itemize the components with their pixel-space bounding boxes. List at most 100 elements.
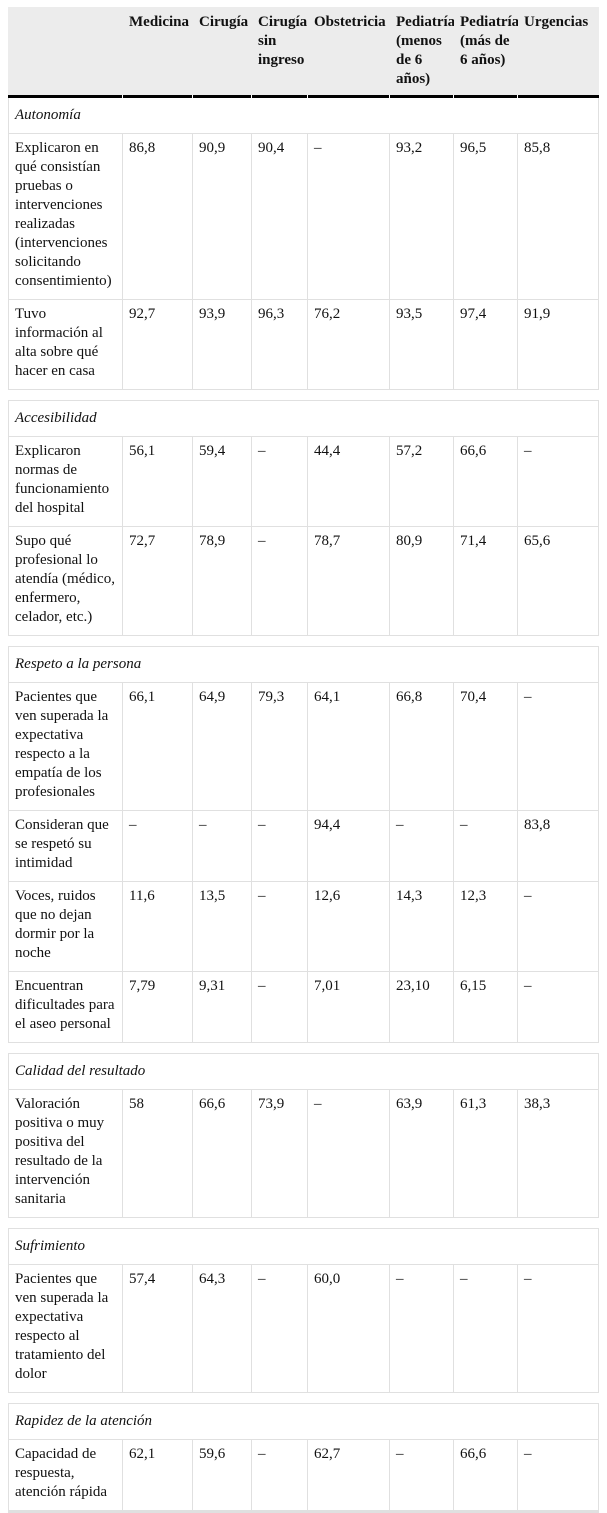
table-row: Voces, ruidos que no dejan dormir por la… [8, 882, 599, 972]
value-cell-urgencias: – [518, 683, 599, 811]
row-label: Capacidad de respuesta, atención rápida [8, 1440, 123, 1513]
value-cell-urgencias: 83,8 [518, 811, 599, 882]
section-title: Calidad del resultado [8, 1054, 599, 1090]
value-cell-cirugia-sin-ingreso: – [252, 527, 308, 636]
results-table: Medicina Cirugía Cirugía sin ingreso Obstet… [8, 7, 599, 1513]
table-body: Autonomía Explicaron en qué consistían pr… [8, 98, 599, 1513]
table-row: Pacientes que ven superada la expectativ… [8, 1265, 599, 1393]
table-row: Explicaron en qué consistían pruebas o i… [8, 134, 599, 300]
section-row-accesibilidad: Accesibilidad [8, 401, 599, 437]
table-row: Pacientes que ven superada la expectativ… [8, 683, 599, 811]
section-row-calidad-del-resultado: Calidad del resultado [8, 1054, 599, 1090]
row-label: Pacientes que ven superada la expectativ… [8, 683, 123, 811]
table-row: Valoración positiva o muy positiva del r… [8, 1090, 599, 1218]
value-cell-pediatria-menos-de-6-anos: 93,5 [390, 300, 454, 390]
row-label: Valoración positiva o muy positiva del r… [8, 1090, 123, 1218]
value-cell-medicina: 66,1 [123, 683, 193, 811]
column-header-cirugia-sin-ingreso: Cirugía sin ingreso [252, 7, 309, 98]
value-cell-cirugia-sin-ingreso: – [252, 1440, 308, 1513]
value-cell-cirugia: 64,3 [193, 1265, 252, 1393]
row-label: Explicaron normas de funcionamiento del … [8, 437, 123, 527]
section-row-respeto-a-la-persona: Respeto a la persona [8, 647, 599, 683]
section-title: Respeto a la persona [8, 647, 599, 683]
value-cell-cirugia: 9,31 [193, 972, 252, 1043]
table-container: Medicina Cirugía Cirugía sin ingreso Obstet… [8, 7, 599, 1513]
value-cell-pediatria-mas-de-6-anos: – [454, 811, 518, 882]
value-cell-pediatria-menos-de-6-anos: 63,9 [390, 1090, 454, 1218]
value-cell-pediatria-menos-de-6-anos: – [390, 1265, 454, 1393]
value-cell-medicina: 92,7 [123, 300, 193, 390]
value-cell-urgencias: 91,9 [518, 300, 599, 390]
value-cell-obstetricia: 78,7 [308, 527, 390, 636]
table-row: Consideran que se respetó su intimidad – –… [8, 811, 599, 882]
section-spacer-cell [8, 1393, 599, 1404]
value-cell-medicina: – [123, 811, 193, 882]
value-cell-urgencias: – [518, 882, 599, 972]
section-spacer-cell [8, 636, 599, 647]
value-cell-cirugia: 64,9 [193, 683, 252, 811]
value-cell-pediatria-mas-de-6-anos: 66,6 [454, 1440, 518, 1513]
section-row-sufrimiento: Sufrimiento [8, 1229, 599, 1265]
section-spacer-row [8, 390, 599, 401]
value-cell-urgencias: – [518, 1440, 599, 1513]
section-spacer-row [8, 1043, 599, 1054]
value-cell-cirugia: 59,4 [193, 437, 252, 527]
value-cell-obstetricia: 94,4 [308, 811, 390, 882]
section-spacer-row [8, 636, 599, 647]
value-cell-cirugia-sin-ingreso: 73,9 [252, 1090, 308, 1218]
value-cell-cirugia: 59,6 [193, 1440, 252, 1513]
value-cell-cirugia: 78,9 [193, 527, 252, 636]
value-cell-cirugia: 66,6 [193, 1090, 252, 1218]
value-cell-cirugia: 13,5 [193, 882, 252, 972]
section-row-rapidez-de-la-atencion: Rapidez de la atención [8, 1404, 599, 1440]
value-cell-cirugia-sin-ingreso: 79,3 [252, 683, 308, 811]
value-cell-pediatria-mas-de-6-anos: 61,3 [454, 1090, 518, 1218]
value-cell-pediatria-mas-de-6-anos: 6,15 [454, 972, 518, 1043]
value-cell-obstetricia: – [308, 1090, 390, 1218]
table-header: Medicina Cirugía Cirugía sin ingreso Obstet… [8, 7, 599, 98]
value-cell-pediatria-menos-de-6-anos: – [390, 811, 454, 882]
table-row: Tuvo información al alta sobre qué hacer… [8, 300, 599, 390]
column-header-medicina: Medicina [123, 7, 194, 98]
row-label: Supo qué profesional lo atendía (médico,… [8, 527, 123, 636]
column-header-cirugia: Cirugía [193, 7, 253, 98]
value-cell-pediatria-menos-de-6-anos: 80,9 [390, 527, 454, 636]
section-spacer-row [8, 1218, 599, 1229]
value-cell-medicina: 72,7 [123, 527, 193, 636]
value-cell-medicina: 11,6 [123, 882, 193, 972]
value-cell-urgencias: 38,3 [518, 1090, 599, 1218]
value-cell-cirugia-sin-ingreso: 96,3 [252, 300, 308, 390]
value-cell-pediatria-mas-de-6-anos: – [454, 1265, 518, 1393]
value-cell-pediatria-mas-de-6-anos: 71,4 [454, 527, 518, 636]
value-cell-obstetricia: 12,6 [308, 882, 390, 972]
value-cell-obstetricia: 60,0 [308, 1265, 390, 1393]
section-title: Accesibilidad [8, 401, 599, 437]
column-header-pediatria-menos-de-6-anos: Pediatría (menos de 6 años) [390, 7, 455, 98]
row-label: Pacientes que ven superada la expectativ… [8, 1265, 123, 1393]
value-cell-medicina: 62,1 [123, 1440, 193, 1513]
value-cell-pediatria-menos-de-6-anos: 66,8 [390, 683, 454, 811]
value-cell-medicina: 57,4 [123, 1265, 193, 1393]
value-cell-obstetricia: 62,7 [308, 1440, 390, 1513]
value-cell-pediatria-mas-de-6-anos: 66,6 [454, 437, 518, 527]
value-cell-medicina: 58 [123, 1090, 193, 1218]
table-row: Encuentran dificultades para el aseo per… [8, 972, 599, 1043]
value-cell-cirugia: – [193, 811, 252, 882]
table-row: Supo qué profesional lo atendía (médico,… [8, 527, 599, 636]
value-cell-urgencias: 65,6 [518, 527, 599, 636]
row-label: Encuentran dificultades para el aseo per… [8, 972, 123, 1043]
value-cell-cirugia-sin-ingreso: – [252, 811, 308, 882]
section-title: Sufrimiento [8, 1229, 599, 1265]
value-cell-pediatria-mas-de-6-anos: 96,5 [454, 134, 518, 300]
value-cell-cirugia: 93,9 [193, 300, 252, 390]
row-label: Tuvo información al alta sobre qué hacer… [8, 300, 123, 390]
value-cell-pediatria-menos-de-6-anos: 23,10 [390, 972, 454, 1043]
value-cell-pediatria-mas-de-6-anos: 97,4 [454, 300, 518, 390]
column-header-urgencias: Urgencias [518, 7, 599, 98]
value-cell-pediatria-menos-de-6-anos: 57,2 [390, 437, 454, 527]
value-cell-cirugia-sin-ingreso: – [252, 1265, 308, 1393]
value-cell-urgencias: – [518, 1265, 599, 1393]
section-spacer-cell [8, 390, 599, 401]
section-spacer-cell [8, 1043, 599, 1054]
value-cell-obstetricia: 44,4 [308, 437, 390, 527]
